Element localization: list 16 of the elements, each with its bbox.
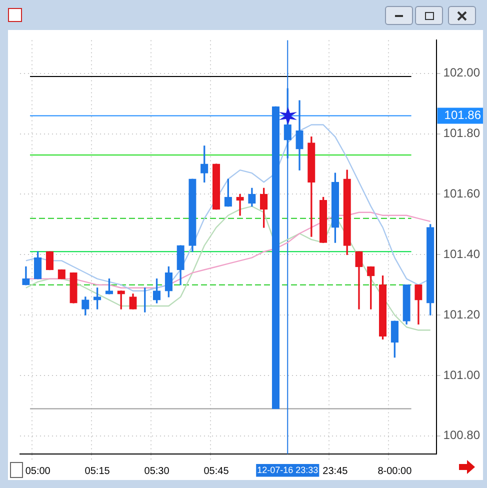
y-tick-label: 101.60 (443, 186, 480, 201)
x-tick-label: 8-00:00 (378, 466, 412, 477)
y-tick-label: 101.20 (443, 307, 480, 322)
y-tick-label: 100.80 (443, 428, 480, 442)
x-tick-label: 05:30 (144, 466, 170, 477)
candlestick (236, 194, 244, 216)
x-tick-label: 12-07-16 23:33 (257, 464, 318, 475)
y-tick-label: 101.00 (443, 368, 480, 382)
x-tick-label: 23:45 (322, 466, 348, 477)
x-tick-label: 05:00 (25, 466, 51, 477)
ref-line-label: 101.86 (444, 108, 482, 122)
x-tick-label: 05:15 (84, 466, 110, 477)
y-tick-label: 101.40 (443, 246, 480, 261)
x-tick-label: 05:45 (204, 466, 230, 477)
y-tick-label: 101.80 (443, 126, 480, 140)
y-tick-label: 102.00 (443, 66, 480, 80)
